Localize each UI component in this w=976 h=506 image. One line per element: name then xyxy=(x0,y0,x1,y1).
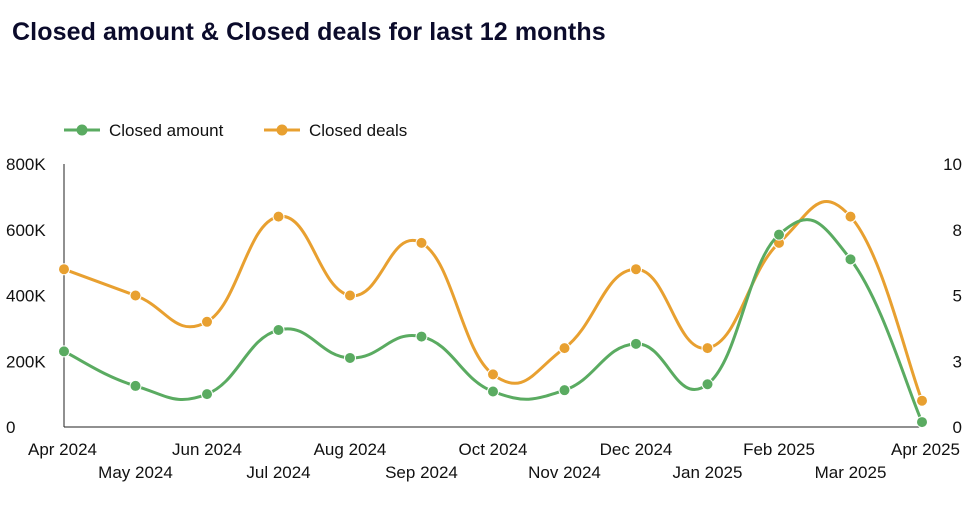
x-tick-label: Dec 2024 xyxy=(600,440,673,459)
data-point-closed-amount xyxy=(487,385,499,398)
data-point-closed-amount xyxy=(558,384,571,397)
chart-title: Closed amount & Closed deals for last 12… xyxy=(12,18,606,46)
left-tick-label: 200K xyxy=(6,352,46,371)
data-point-closed-deals xyxy=(558,342,571,355)
series-line-closed-deals xyxy=(63,200,924,402)
right-tick-label: 5 xyxy=(953,287,962,306)
data-point-closed-deals xyxy=(272,210,285,223)
data-point-closed-amount xyxy=(344,351,356,364)
legend-label: Closed amount xyxy=(109,121,224,140)
data-point-closed-amount xyxy=(630,337,642,350)
legend: Closed amount Closed deals xyxy=(64,121,407,140)
series-closed-amount xyxy=(58,218,928,429)
data-point-closed-deals xyxy=(58,263,70,276)
left-tick-label: 800K xyxy=(6,155,46,174)
x-tick-label: Jan 2025 xyxy=(673,463,743,482)
right-tick-label: 3 xyxy=(953,352,962,371)
legend-marker xyxy=(76,124,88,136)
data-point-closed-amount xyxy=(129,379,142,392)
legend-item-closed-amount: Closed amount xyxy=(64,121,224,140)
x-tick-label: Feb 2025 xyxy=(743,440,815,459)
series-layer xyxy=(58,200,928,429)
x-tick-label: Mar 2025 xyxy=(815,463,887,482)
data-point-closed-amount xyxy=(58,345,70,358)
data-point-closed-deals xyxy=(701,342,714,355)
data-point-closed-deals xyxy=(916,394,928,407)
right-tick-label: 8 xyxy=(953,221,962,240)
legend-label: Closed deals xyxy=(309,121,407,140)
data-point-closed-deals xyxy=(201,315,213,328)
right-tick-label: 10 xyxy=(943,155,962,174)
data-point-closed-deals xyxy=(487,368,499,381)
data-point-closed-deals xyxy=(415,236,428,249)
x-tick-label: Jun 2024 xyxy=(172,440,242,459)
left-tick-label: 400K xyxy=(6,287,46,306)
data-point-closed-deals xyxy=(344,289,356,302)
legend-item-closed-deals: Closed deals xyxy=(264,121,407,140)
left-tick-label: 600K xyxy=(6,221,46,240)
data-point-closed-amount xyxy=(773,228,785,241)
x-tick-label: Aug 2024 xyxy=(314,440,387,459)
data-point-closed-deals xyxy=(630,263,642,276)
data-point-closed-amount xyxy=(844,253,857,266)
right-axis: 0 3 5 8 10 xyxy=(943,155,962,437)
x-tick-label: Jul 2024 xyxy=(246,463,310,482)
series-line-closed-amount xyxy=(63,218,924,423)
x-tick-label: Nov 2024 xyxy=(528,463,601,482)
series-closed-deals xyxy=(58,200,928,407)
data-point-closed-deals xyxy=(844,210,857,223)
x-tick-label: May 2024 xyxy=(98,463,173,482)
data-point-closed-amount xyxy=(701,378,714,391)
data-point-closed-amount xyxy=(415,330,428,343)
x-tick-label: Oct 2024 xyxy=(459,440,528,459)
data-point-closed-amount xyxy=(272,324,285,337)
legend-marker xyxy=(276,124,288,136)
x-tick-label: Apr 2025 xyxy=(891,440,960,459)
right-tick-label: 0 xyxy=(953,418,962,437)
left-tick-label: 0 xyxy=(6,418,15,437)
left-axis: 0 200K 400K 600K 800K xyxy=(6,155,65,437)
data-point-closed-deals xyxy=(129,289,142,302)
x-tick-label: Apr 2024 xyxy=(28,440,97,459)
data-point-closed-amount xyxy=(201,388,213,401)
x-tick-label: Sep 2024 xyxy=(385,463,458,482)
data-point-closed-amount xyxy=(916,416,928,429)
